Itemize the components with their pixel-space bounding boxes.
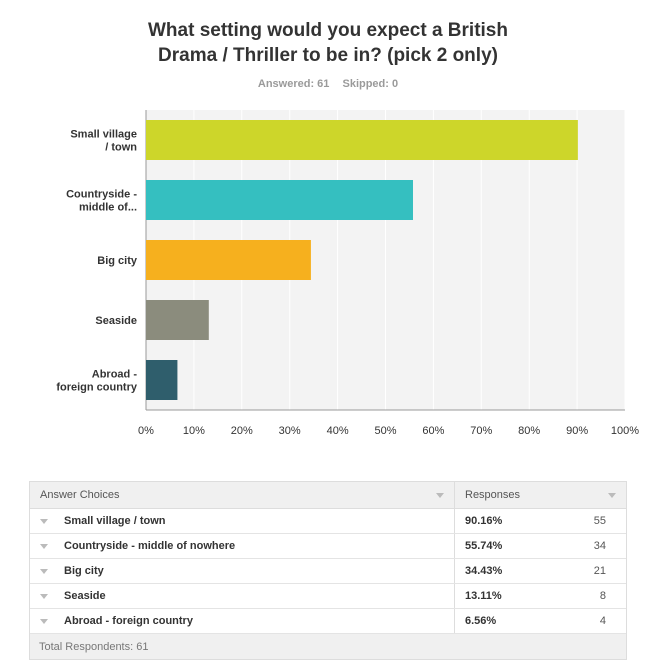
category-label: Seaside	[95, 315, 137, 327]
row-choice: Abroad - foreign country	[64, 615, 193, 627]
row-count: 8	[599, 590, 606, 602]
row-percent: 90.16%	[465, 515, 503, 527]
expand-caret-icon[interactable]	[40, 618, 48, 624]
row-count: 55	[593, 515, 606, 527]
table-row: Seaside 13.11% 8	[30, 584, 626, 609]
chart-title-line-2: Drama / Thriller to be in? (pick 2 only)	[158, 45, 498, 66]
expand-caret-icon[interactable]	[40, 518, 48, 524]
responses-header-label: Responses	[465, 489, 521, 501]
sort-caret-icon[interactable]	[436, 492, 444, 498]
category-label: Abroad -	[92, 369, 138, 381]
bar-chart: 0% 10% 20% 30% 40% 50% 60% 70% 80% 90% 100% Small v…	[56, 110, 639, 437]
x-tick-label: 40%	[327, 425, 349, 437]
x-tick-label: 80%	[518, 425, 540, 437]
row-count: 34	[593, 540, 606, 552]
category-label: Big city	[97, 255, 138, 267]
chart-title-line-1: What setting would you expect a British	[148, 20, 508, 41]
row-count: 4	[599, 615, 606, 627]
x-tick-label: 100%	[611, 425, 639, 437]
table-row: Countryside - middle of nowhere 55.74% 3…	[30, 534, 626, 559]
bar	[146, 360, 178, 400]
x-tick-label: 10%	[183, 425, 205, 437]
category-label: middle of...	[79, 202, 137, 214]
row-count: 21	[593, 565, 606, 577]
response-summary: Answered: 61 Skipped: 0	[0, 78, 656, 90]
x-tick-label: 90%	[566, 425, 588, 437]
answer-choices-header[interactable]: Answer Choices	[30, 482, 455, 508]
expand-caret-icon[interactable]	[40, 593, 48, 599]
sort-caret-icon[interactable]	[608, 492, 616, 498]
x-tick-label: 70%	[470, 425, 492, 437]
answer-choices-header-label: Answer Choices	[40, 489, 120, 501]
table-header: Answer Choices Responses	[30, 482, 626, 509]
row-choice: Seaside	[64, 590, 106, 602]
responses-header[interactable]: Responses	[455, 482, 626, 508]
row-percent: 13.11%	[465, 590, 502, 602]
row-choice: Small village / town	[64, 515, 166, 527]
expand-caret-icon[interactable]	[40, 568, 48, 574]
bar	[146, 120, 578, 160]
x-tick-label: 30%	[279, 425, 301, 437]
x-tick-label: 0%	[138, 425, 154, 437]
category-label: Small village	[70, 129, 137, 141]
row-choice: Countryside - middle of nowhere	[64, 540, 236, 552]
bar	[146, 300, 209, 340]
table-row: Abroad - foreign country 6.56% 4	[30, 609, 626, 634]
x-tick-label: 50%	[374, 425, 396, 437]
category-label: Countryside -	[66, 189, 137, 201]
x-tick-label: 60%	[422, 425, 444, 437]
bar	[146, 240, 311, 280]
answered-count: Answered: 61	[257, 78, 330, 90]
x-tick-label: 20%	[231, 425, 253, 437]
table-row: Big city 34.43% 21	[30, 559, 626, 584]
row-percent: 34.43%	[465, 565, 503, 577]
table-footer: Total Respondents: 61	[30, 634, 626, 659]
category-label: foreign country	[56, 382, 138, 394]
category-label: / town	[105, 142, 137, 154]
total-respondents: Total Respondents: 61	[39, 640, 149, 653]
row-percent: 55.74%	[465, 540, 503, 552]
responses-table: Answer Choices Responses Small village /…	[29, 481, 627, 660]
table-row: Small village / town 90.16% 55	[30, 509, 626, 534]
row-percent: 6.56%	[465, 615, 497, 627]
skipped-count: Skipped: 0	[342, 78, 399, 90]
bar	[146, 180, 413, 220]
expand-caret-icon[interactable]	[40, 543, 48, 549]
chart-title: What setting would you expect a British …	[0, 18, 656, 68]
row-choice: Big city	[64, 565, 104, 577]
